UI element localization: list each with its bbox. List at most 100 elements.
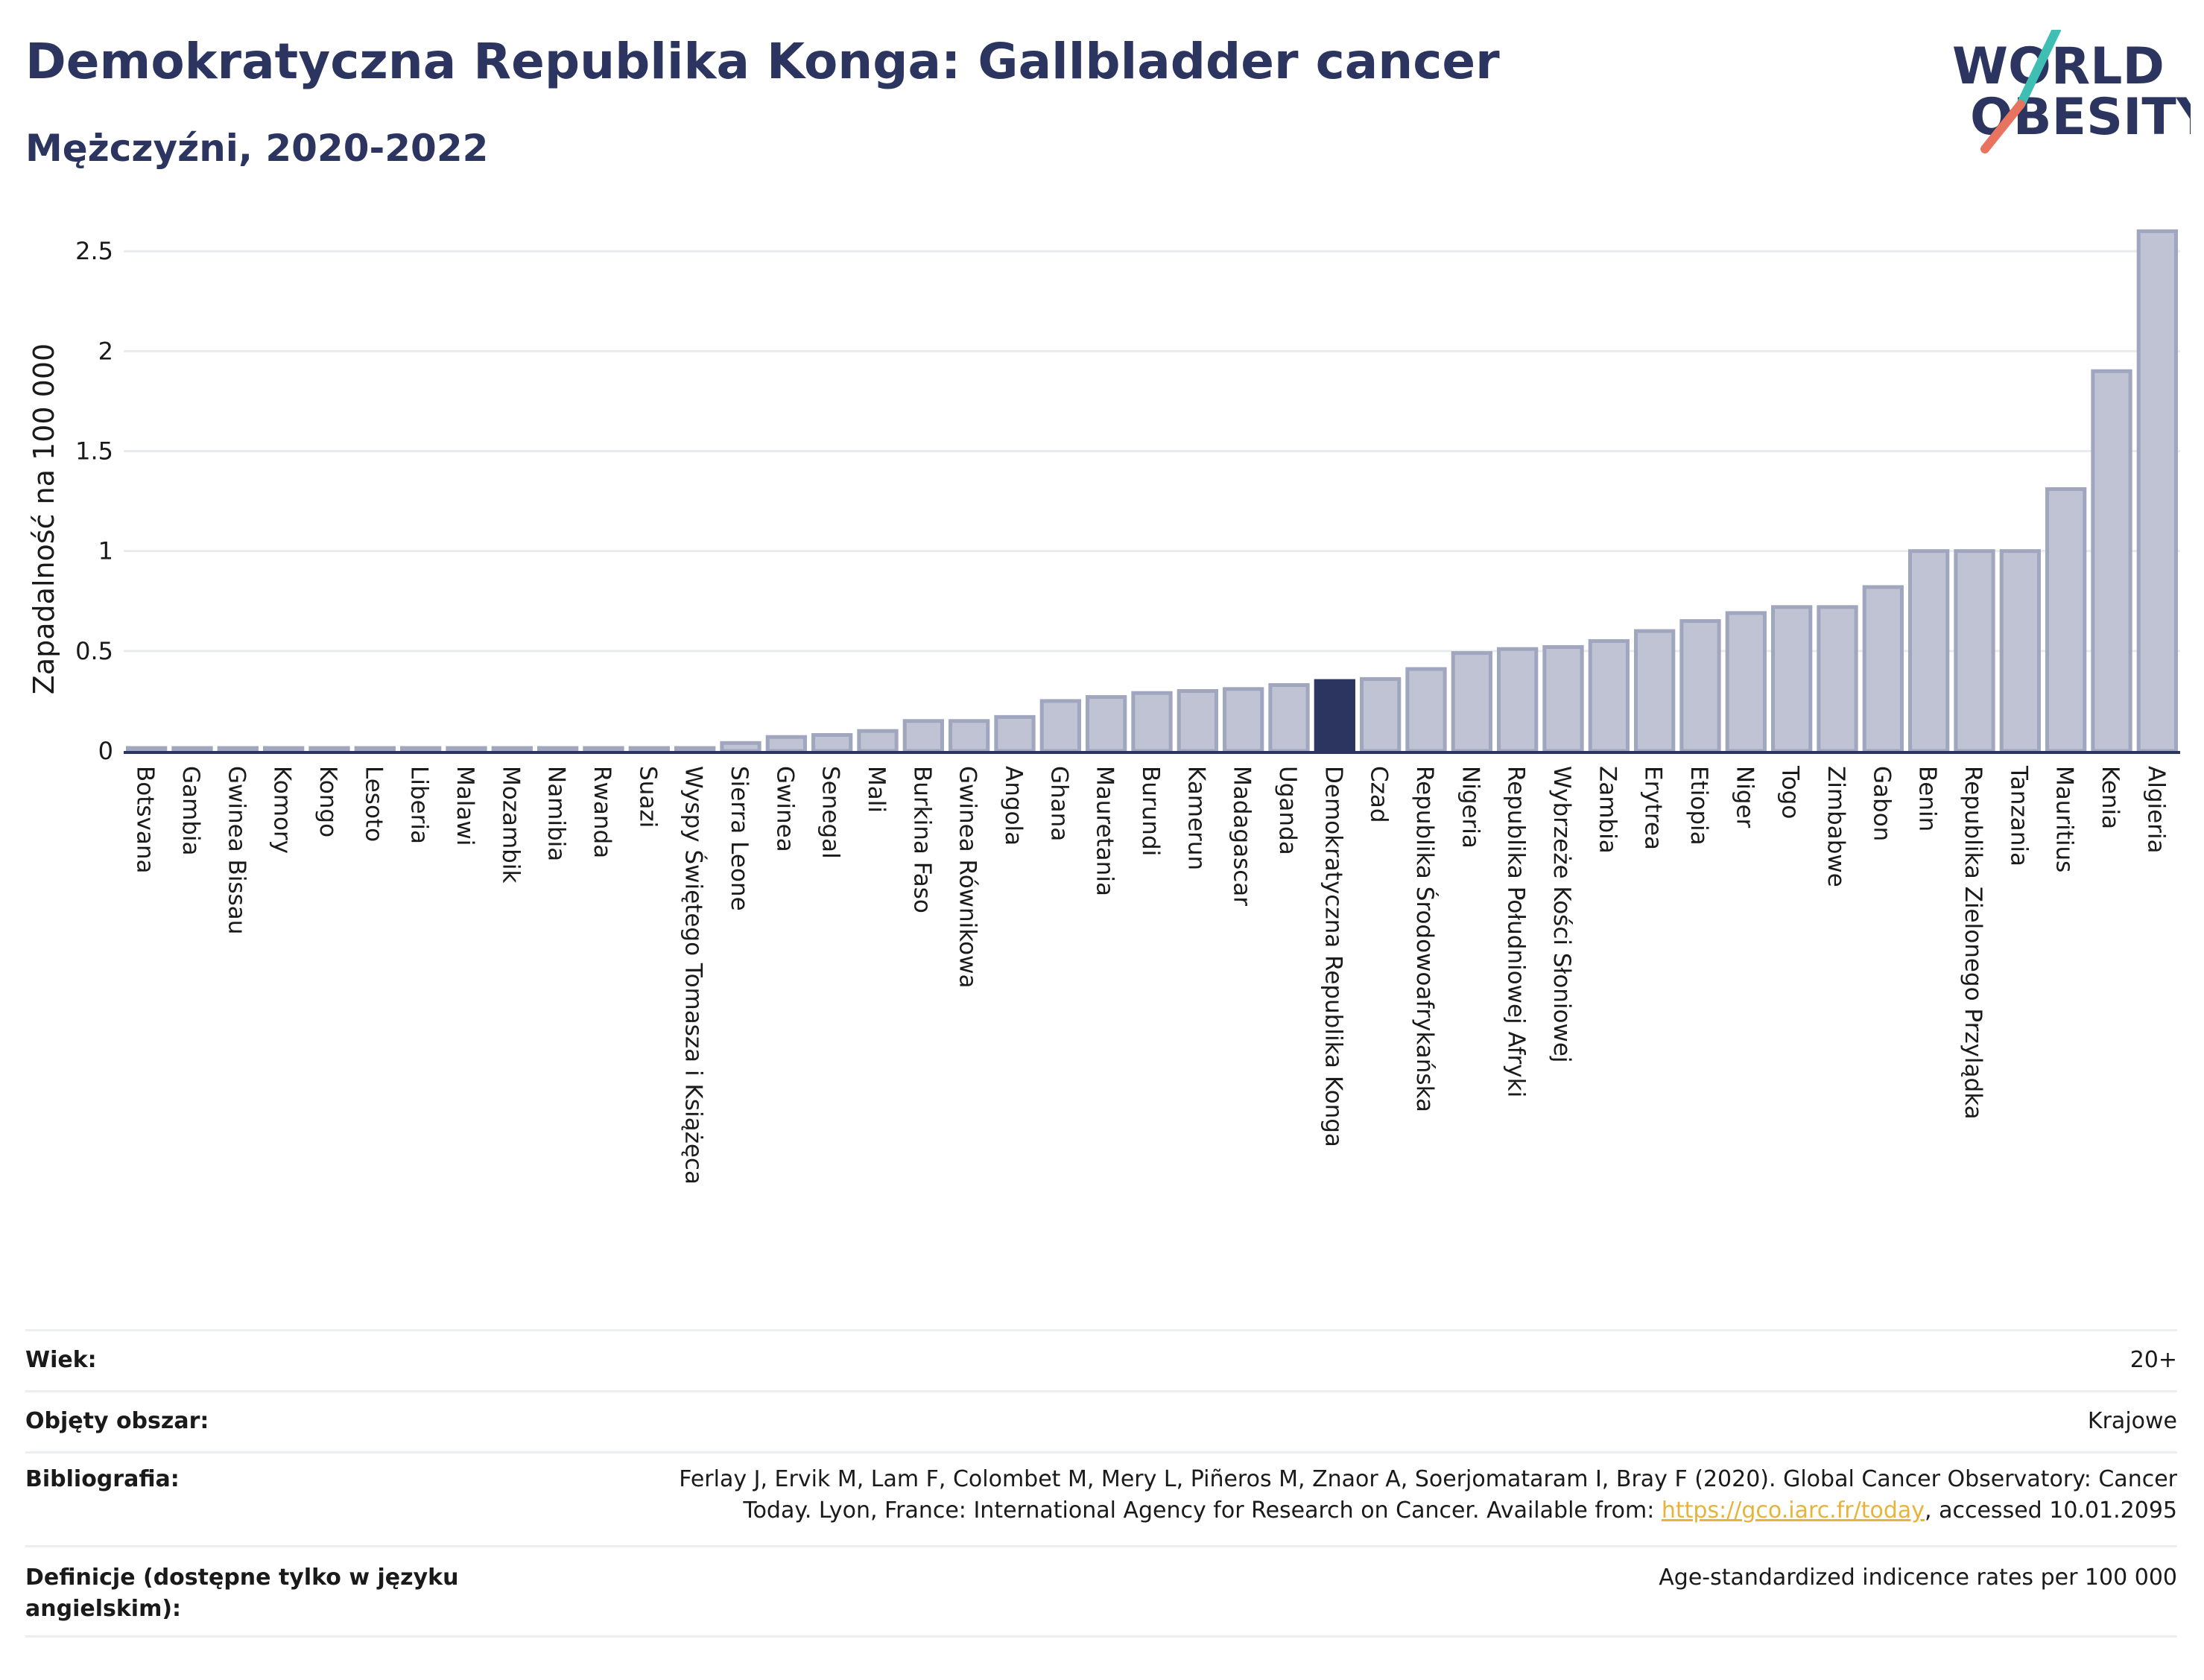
x-tick-label: Mali	[863, 766, 890, 813]
bar-wyspy-świętego-tomasza-i-książęca[interactable]	[674, 746, 716, 753]
bar-kongo[interactable]	[308, 746, 350, 753]
x-tick-label: Gwinea	[771, 766, 798, 852]
x-tick-label: Togo	[1777, 765, 1804, 819]
bar-republika-zielonego-przylądka[interactable]	[1954, 549, 1995, 753]
x-axis-labels: Botsvana Gambia Gwinea Bissau Komory Kongo Le…	[132, 765, 2170, 1185]
x-tick-label: Mauretania	[1092, 766, 1118, 896]
bar-gabon[interactable]	[1862, 585, 1904, 753]
bar-benin[interactable]	[1908, 549, 1950, 753]
bar-suazi[interactable]	[628, 746, 670, 753]
logo-slash-teal	[2016, 30, 2061, 109]
x-tick-label: Nigeria	[1457, 766, 1483, 849]
bar-zambia[interactable]	[1588, 638, 1630, 753]
x-tick-label: Kenia	[2097, 766, 2124, 829]
bar-togo[interactable]	[1771, 605, 1813, 753]
x-tick-label: Republika Południowej Afryki	[1503, 766, 1530, 1097]
y-tick-label: 0.5	[75, 637, 113, 665]
world-obesity-logo: WORLD OBESITY	[1952, 30, 2191, 153]
x-tick-label: Komory	[269, 766, 296, 854]
bar-senegal[interactable]	[811, 733, 853, 753]
bar-erytrea[interactable]	[1634, 629, 1676, 753]
bar-algieria[interactable]	[2136, 229, 2178, 753]
bar-gwinea-równikowa[interactable]	[949, 719, 990, 753]
info-value-age: 20+	[2129, 1347, 2177, 1373]
bar-republika-południowej-afryki[interactable]	[1497, 647, 1539, 753]
x-tick-label: Gambia	[177, 766, 204, 856]
bibliography-line-1: Ferlay J, Ervik M, Lam F, Colombet M, Me…	[679, 1466, 2177, 1492]
bar-czad[interactable]	[1360, 676, 1402, 753]
x-tick-label: Madagascar	[1229, 766, 1255, 906]
x-tick-label: Zambia	[1594, 766, 1621, 854]
info-value-definitions: Age-standardized indicence rates per 100…	[1659, 1565, 2177, 1591]
y-axis-title: Zapadalność na 100 000	[28, 343, 60, 694]
bar-demokratyczna-republika-konga[interactable]	[1314, 679, 1355, 753]
bibliography-text-post: , accessed 10.01.2095	[1925, 1497, 2177, 1524]
x-tick-label: Etiopia	[1685, 766, 1712, 846]
x-tick-label: Wybrzeże Kości Słoniowej	[1548, 766, 1575, 1063]
bar-kenia[interactable]	[2091, 369, 2132, 753]
y-tick-label: 1.5	[75, 437, 113, 466]
x-tick-label: Kongo	[314, 766, 341, 837]
info-row-area: Objęty obszar: Krajowe	[25, 1390, 2177, 1451]
x-tick-label: Suazi	[634, 766, 661, 828]
info-value-bibliography: Ferlay J, Ervik M, Lam F, Colombet M, Me…	[679, 1464, 2177, 1545]
x-tick-label: Republika Zielonego Przylądka	[1960, 766, 1986, 1120]
bar-etiopia[interactable]	[1679, 619, 1721, 753]
bar-ghana[interactable]	[1039, 699, 1081, 753]
x-tick-label: Mozambik	[497, 766, 524, 883]
x-tick-label: Malawi	[452, 766, 478, 846]
bar-republika-środowoafrykańska[interactable]	[1405, 667, 1447, 753]
bar-tanzania[interactable]	[1999, 549, 2041, 753]
bar-burundi[interactable]	[1131, 691, 1173, 753]
bar-gwinea-bissau[interactable]	[217, 746, 259, 753]
x-tick-label: Rwanda	[589, 766, 615, 858]
x-tick-label: Angola	[1000, 766, 1027, 846]
x-tick-label: Niger	[1731, 766, 1758, 828]
info-row-definitions: Definicje (dostępne tylko w języku angie…	[25, 1545, 2177, 1638]
x-tick-label: Sierra Leone	[726, 766, 753, 911]
x-tick-label: Gwinea Równikowa	[954, 766, 981, 988]
x-tick-label: Algieria	[2142, 766, 2169, 854]
bar-mauretania[interactable]	[1086, 695, 1127, 753]
bar-zimbabwe[interactable]	[1817, 605, 1858, 753]
bar-mali[interactable]	[857, 729, 899, 753]
bibliography-link[interactable]: https://gco.iarc.fr/today	[1661, 1497, 1925, 1524]
bar-liberia[interactable]	[400, 746, 442, 753]
bar-malawi[interactable]	[446, 746, 487, 753]
bar-angola[interactable]	[994, 714, 1036, 753]
x-tick-label: Namibia	[543, 766, 570, 861]
x-tick-label: Wyspy Świętego Tomasza i Książęca	[680, 766, 708, 1185]
bar-namibia[interactable]	[537, 746, 579, 753]
bar-gambia[interactable]	[171, 746, 213, 753]
x-tick-label: Botsvana	[132, 766, 159, 874]
info-row-age: Wiek: 20+	[25, 1329, 2177, 1390]
x-tick-label: Benin	[1914, 766, 1941, 831]
bar-sierra-leone[interactable]	[720, 741, 761, 753]
bar-wybrzeże-kości-słoniowej[interactable]	[1542, 644, 1584, 753]
bar-madagascar[interactable]	[1223, 687, 1264, 753]
bar-mozambik[interactable]	[491, 746, 533, 753]
bar-uganda[interactable]	[1268, 682, 1310, 753]
bars	[126, 229, 2178, 753]
bar-komory[interactable]	[263, 746, 305, 753]
bar-kamerun[interactable]	[1177, 689, 1218, 753]
info-key-bibliography: Bibliografia:	[25, 1466, 180, 1492]
bar-niger[interactable]	[1725, 611, 1767, 753]
info-key-area: Objęty obszar:	[25, 1408, 209, 1434]
bar-botsvana[interactable]	[126, 746, 168, 753]
page-subtitle: Mężczyźni, 2020-2022	[25, 127, 489, 170]
x-tick-label: Kamerun	[1182, 766, 1209, 870]
bar-burkina-faso[interactable]	[902, 719, 944, 753]
bar-nigeria[interactable]	[1451, 651, 1492, 753]
bibliography-line-2: Today. Lyon, France: International Agenc…	[679, 1495, 2177, 1527]
x-tick-label: Senegal	[817, 766, 844, 859]
x-tick-label: Gwinea Bissau	[223, 766, 250, 934]
bar-mauritius[interactable]	[2045, 487, 2087, 753]
bar-rwanda[interactable]	[583, 746, 624, 753]
x-tick-label: Tanzania	[2005, 765, 2032, 866]
bar-chart: 0 0.5 1 1.5 2 2.5 Botsvana Gambia Gwinea Bissau…	[28, 229, 2180, 1185]
bar-gwinea[interactable]	[765, 735, 807, 753]
y-tick-label: 0	[98, 737, 113, 765]
bar-lesoto[interactable]	[354, 746, 396, 753]
x-tick-label: Demokratyczna Republika Konga	[1320, 766, 1346, 1147]
